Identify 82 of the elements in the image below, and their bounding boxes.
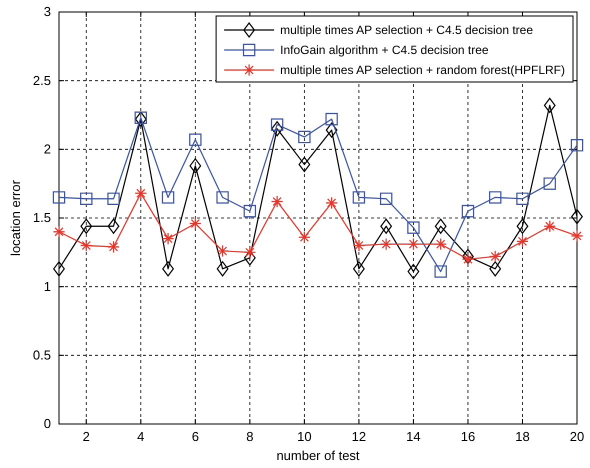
point	[407, 238, 420, 250]
point	[162, 261, 174, 276]
point	[216, 261, 228, 276]
point	[570, 230, 584, 242]
point	[134, 112, 147, 127]
y-axis-title: location error	[8, 179, 23, 256]
point	[244, 246, 256, 259]
point	[270, 118, 284, 131]
point	[216, 191, 229, 204]
point	[80, 239, 92, 252]
point	[298, 130, 311, 144]
point	[407, 221, 420, 234]
point	[134, 112, 147, 124]
point	[380, 218, 392, 234]
point	[462, 248, 474, 264]
point	[544, 98, 556, 113]
point	[298, 231, 311, 244]
x-tick-label: 14	[406, 429, 421, 444]
point	[462, 253, 474, 266]
point	[244, 204, 256, 218]
point	[380, 192, 392, 205]
x-tick-label: 10	[297, 429, 312, 444]
point	[80, 192, 92, 205]
y-tick-label: 0.5	[32, 347, 51, 362]
point	[162, 191, 174, 204]
x-tick-label: 20	[570, 429, 584, 444]
point	[516, 192, 529, 205]
point	[434, 238, 447, 250]
y-tick-label: 1	[44, 278, 51, 294]
point	[298, 156, 310, 172]
point	[516, 235, 529, 248]
point	[380, 238, 392, 250]
y-tick-label: 3	[44, 4, 51, 20]
point	[107, 240, 120, 254]
y-tick-label: 2	[44, 141, 51, 156]
point	[489, 191, 502, 204]
point	[408, 264, 420, 280]
point	[216, 244, 229, 258]
x-tick-label: 6	[192, 429, 199, 444]
x-tick-label: 4	[137, 429, 144, 444]
point	[108, 218, 120, 234]
legend-label: InfoGain algorithm + C4.5 decision tree	[280, 43, 489, 57]
point	[271, 121, 283, 136]
point	[434, 218, 447, 234]
point	[52, 226, 66, 238]
point	[189, 158, 202, 174]
point	[489, 250, 502, 263]
point	[107, 192, 120, 205]
point	[270, 195, 284, 208]
point	[52, 191, 66, 204]
x-tick-label: 18	[515, 429, 530, 444]
x-tick-label: 16	[460, 429, 476, 444]
point	[544, 220, 556, 232]
point	[434, 265, 447, 278]
point	[570, 139, 584, 152]
x-axis-title: number of test	[276, 448, 360, 463]
legend-label: multiple times AP selection + C4.5 decision tree	[280, 23, 534, 37]
point	[325, 112, 338, 126]
y-tick-label: 2.5	[32, 72, 51, 88]
point	[571, 209, 583, 224]
point	[244, 250, 256, 266]
point	[325, 196, 338, 210]
y-tick-label: 0	[44, 416, 51, 432]
legend-label: multiple times AP selection + random forest(HPFLRF)	[280, 63, 565, 77]
point	[326, 122, 338, 138]
point	[516, 218, 528, 234]
x-tick-label: 2	[82, 429, 90, 444]
x-tick-label: 12	[352, 429, 366, 444]
point	[189, 134, 202, 146]
point	[134, 187, 147, 200]
y-tick-label: 1.5	[32, 210, 51, 226]
point	[53, 261, 65, 276]
point	[162, 232, 174, 245]
point	[462, 204, 474, 218]
point	[489, 261, 502, 276]
point	[544, 177, 556, 190]
point	[189, 217, 202, 230]
point	[352, 191, 366, 204]
point	[352, 239, 366, 252]
x-tick-label: 8	[246, 429, 254, 444]
point	[80, 218, 92, 234]
point	[353, 261, 365, 276]
